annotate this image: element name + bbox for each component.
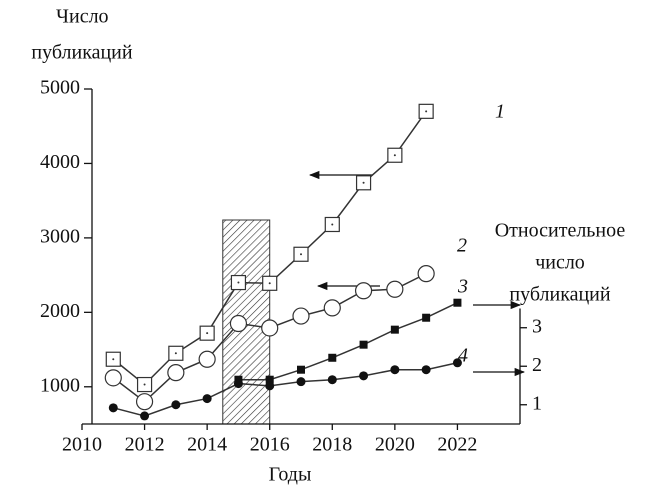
series-label: 1 — [495, 101, 505, 123]
marker — [265, 381, 275, 391]
marker — [292, 307, 310, 325]
marker — [265, 375, 274, 384]
marker-dot — [268, 282, 271, 285]
marker — [422, 313, 431, 322]
marker-dot — [237, 281, 240, 284]
marker — [202, 394, 212, 404]
marker — [453, 298, 462, 307]
marker — [233, 379, 243, 389]
x-tick-label: 2020 — [375, 434, 415, 456]
marker — [198, 350, 216, 368]
y-tick-label: 2000 — [40, 300, 80, 322]
marker — [140, 411, 150, 421]
marker — [104, 369, 122, 387]
x-tick-label: 2012 — [125, 434, 165, 456]
marker-dot — [362, 181, 365, 184]
series: 4 — [108, 345, 468, 421]
marker — [417, 265, 435, 283]
marker-dot — [300, 253, 302, 256]
marker-dot — [425, 110, 428, 113]
marker-dot — [393, 154, 396, 157]
y2-axis-title: публикаций — [509, 284, 610, 306]
marker — [108, 403, 118, 413]
y-tick-label: 4000 — [40, 151, 80, 173]
marker — [390, 365, 400, 375]
marker-dot — [143, 383, 146, 386]
series-line — [113, 362, 458, 417]
marker — [171, 400, 181, 410]
marker — [421, 365, 431, 375]
x-tick-label: 2016 — [250, 434, 290, 456]
marker — [261, 319, 279, 337]
series: 2 — [104, 235, 467, 411]
marker — [327, 375, 337, 385]
y2-tick-label: 1 — [532, 392, 542, 414]
series-label: 4 — [458, 345, 468, 367]
marker-dot — [174, 352, 177, 355]
y-tick-label: 5000 — [40, 77, 80, 99]
x-tick-label: 2018 — [312, 434, 352, 456]
series-label: 3 — [457, 276, 468, 298]
y2-tick-label: 3 — [532, 315, 542, 337]
y-axis-title: Число — [56, 6, 109, 28]
y-tick-label: 3000 — [40, 225, 80, 247]
series: 1 — [105, 101, 505, 393]
x-tick-label: 2022 — [437, 434, 477, 456]
marker — [386, 280, 404, 298]
series-line — [238, 302, 458, 381]
x-axis-title: Годы — [269, 464, 312, 486]
marker — [296, 377, 306, 387]
marker — [135, 393, 154, 411]
marker — [167, 364, 185, 382]
marker-dot — [331, 223, 334, 226]
marker — [354, 282, 373, 300]
marker — [229, 314, 248, 333]
x-tick-label: 2010 — [62, 434, 102, 456]
marker — [297, 365, 305, 374]
series-label: 2 — [457, 235, 467, 257]
marker — [359, 371, 369, 381]
marker — [328, 353, 337, 362]
y-axis-title: публикаций — [31, 42, 132, 64]
marker — [323, 299, 341, 317]
y-tick-label: 1000 — [40, 374, 80, 396]
y2-tick-label: 2 — [532, 354, 542, 376]
marker — [452, 358, 462, 368]
marker — [359, 340, 368, 349]
y2-axis-title: число — [535, 252, 585, 274]
marker-dot — [206, 332, 209, 335]
marker-dot — [112, 358, 115, 361]
marker — [390, 325, 399, 334]
x-tick-label: 2014 — [187, 434, 227, 456]
arrows — [308, 170, 526, 377]
y2-axis-title: Относительное — [495, 220, 626, 242]
